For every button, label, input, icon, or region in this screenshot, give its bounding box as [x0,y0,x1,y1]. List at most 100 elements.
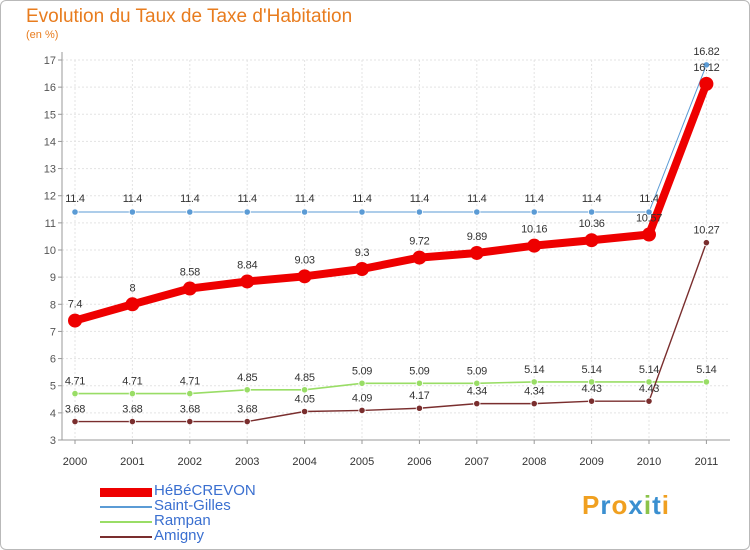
data-label-saintgilles: 11.4 [524,193,544,205]
data-point-hbcrevon [527,238,542,253]
data-point-amigny [71,417,79,426]
data-point-saintgilles [473,208,481,216]
data-point-saintgilles [587,208,596,216]
data-point-saintgilles [243,208,251,216]
data-point-hbcrevon [240,274,255,289]
data-label-hbcrevon: 16.12 [693,62,719,74]
data-label-hbcrevon: 7.4 [68,299,83,311]
legend-swatch [100,506,152,508]
y-tick-label: 3 [50,435,56,447]
data-point-saintgilles [71,208,79,216]
data-label-rampan: 4.85 [237,372,257,384]
y-tick-label: 9 [50,272,56,284]
data-label-amigny: 3.68 [65,404,85,416]
data-label-saintgilles: 11.4 [582,193,602,205]
y-tick-label: 4 [50,408,56,420]
data-point-amigny [587,397,596,405]
data-point-amigny [530,400,538,408]
data-label-rampan: 5.09 [352,365,372,377]
data-label-hbcrevon: 9.72 [409,236,429,248]
data-point-hbcrevon [584,233,599,248]
data-point-rampan [71,389,79,398]
x-tick-label: 2003 [235,456,259,468]
data-label-hbcrevon: 8 [129,282,135,294]
data-label-saintgilles: 16.82 [693,46,719,58]
data-label-hbcrevon: 9.89 [467,231,487,243]
data-point-rampan [415,379,423,387]
data-point-rampan [186,389,194,398]
data-point-saintgilles [300,208,309,216]
x-tick-label: 2005 [350,456,374,468]
data-point-amigny [243,417,251,426]
x-tick-label: 2000 [63,456,87,468]
data-point-rampan [530,378,538,386]
data-point-rampan [702,378,711,386]
data-point-saintgilles [530,208,538,216]
data-point-rampan [358,379,366,387]
data-point-amigny [358,406,366,415]
data-point-saintgilles [645,208,653,216]
data-point-rampan [243,386,251,394]
data-point-saintgilles [128,208,136,216]
x-tick-label: 2008 [522,456,546,468]
data-point-amigny [300,407,309,416]
y-tick-label: 10 [44,245,56,257]
data-label-amigny: 3.68 [122,404,142,416]
logo-letter: P [582,490,601,520]
data-point-hbcrevon [355,262,369,276]
data-label-amigny: 3.68 [180,404,200,416]
data-label-saintgilles: 11.4 [639,193,659,205]
data-label-hbcrevon: 10.57 [636,213,662,225]
logo-letter: x [628,490,644,520]
data-point-saintgilles [415,208,423,216]
data-point-hbcrevon [125,297,140,312]
data-label-amigny: 4.43 [581,383,601,395]
series-line-rampan [74,381,708,395]
legend-label: Saint-Gilles [154,497,231,514]
data-point-hbcrevon [182,281,197,296]
x-tick-label: 2010 [637,456,661,468]
data-label-amigny: 4.34 [467,386,487,398]
data-label-rampan: 5.14 [581,364,601,376]
data-point-amigny [702,239,711,247]
data-point-saintgilles [702,61,711,69]
data-point-hbcrevon [297,269,312,284]
y-tick-label: 12 [44,191,56,203]
data-label-hbcrevon: 10.36 [579,218,605,230]
y-tick-label: 6 [50,354,56,366]
data-point-amigny [473,400,481,408]
x-tick-label: 2002 [178,456,202,468]
legend-label: Amigny [154,527,205,544]
x-tick-label: 2006 [407,456,431,468]
logo-letter: t [652,490,662,520]
data-label-rampan: 5.14 [524,364,544,376]
data-label-rampan: 5.09 [467,365,487,377]
data-label-rampan: 4.71 [180,376,200,388]
logo-letter: o [611,490,629,520]
series-line-saintgilles [74,64,707,213]
logo-letter: r [600,490,612,520]
x-tick-label: 2001 [120,456,144,468]
data-point-hbcrevon [412,250,427,265]
data-point-hbcrevon [699,76,714,91]
data-label-hbcrevon: 8.58 [180,267,200,279]
y-tick-label: 7 [50,326,56,338]
legend-swatch [100,488,152,497]
logo-letter: i [661,490,670,520]
x-tick-label: 2009 [579,456,603,468]
legend-swatch [100,536,152,538]
data-label-hbcrevon: 8.84 [237,259,257,271]
y-tick-label: 13 [44,164,56,176]
data-label-amigny: 10.27 [693,225,719,237]
data-label-saintgilles: 11.4 [180,193,200,205]
data-label-rampan: 5.14 [639,364,659,376]
data-label-hbcrevon: 10.16 [521,224,547,236]
data-label-rampan: 5.09 [409,365,429,377]
data-point-hbcrevon [642,227,656,242]
y-tick-label: 5 [50,381,56,393]
x-tick-label: 2004 [292,456,316,468]
y-tick-label: 11 [45,218,56,230]
series-line-amigny [74,241,708,423]
